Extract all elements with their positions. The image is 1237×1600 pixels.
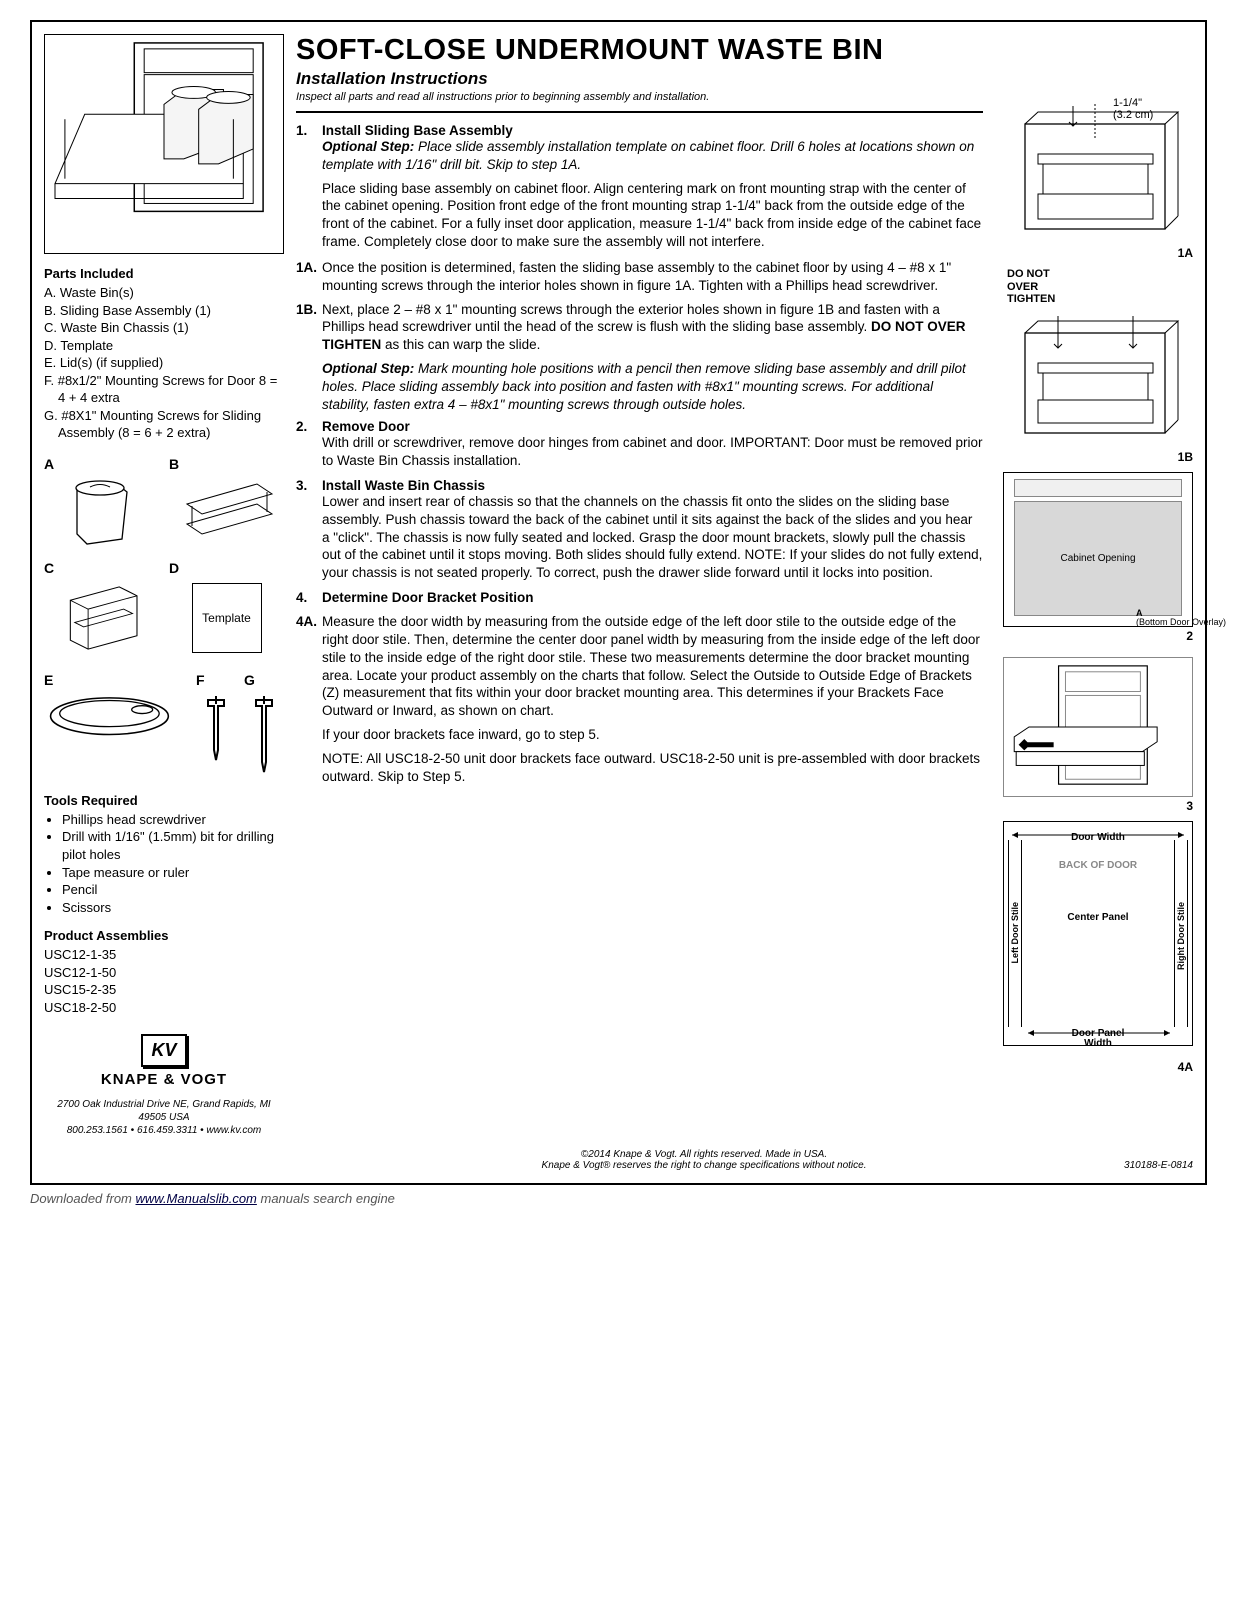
assemblies-header: Product Assemblies (44, 928, 284, 943)
template-box: Template (192, 583, 262, 653)
step-3: 3.Install Waste Bin Chassis Lower and in… (296, 478, 983, 582)
part-illus-g (244, 690, 284, 778)
part-illus-f (196, 690, 236, 770)
tools-list: Phillips head screwdriver Drill with 1/1… (44, 811, 284, 916)
figure-2-caption: 2 (1003, 629, 1193, 643)
figure-2: Cabinet Opening A (Bottom Door Overlay) (1003, 472, 1193, 627)
middle-column: SOFT-CLOSE UNDERMOUNT WASTE BIN Installa… (296, 34, 991, 1137)
address-block: 2700 Oak Industrial Drive NE, Grand Rapi… (44, 1098, 284, 1137)
subtitle: Installation Instructions (296, 69, 983, 89)
left-column: Parts Included A. Waste Bin(s) B. Slidin… (44, 34, 284, 1137)
step-4: 4.Determine Door Bracket Position (296, 590, 983, 605)
logo-name: KNAPE & VOGT (44, 1071, 284, 1088)
part-label-g: G (244, 672, 284, 688)
part-illus-d: Template (169, 578, 284, 658)
doc-code: 310188-E-0814 (1124, 1160, 1193, 1171)
part-label-f: F (196, 672, 236, 688)
step1-body: Place sliding base assembly on cabinet f… (322, 180, 983, 251)
part-label-b: B (169, 456, 284, 472)
step-4a: 4A. Measure the door width by measuring … (296, 613, 983, 720)
parts-included-header: Parts Included (44, 266, 284, 281)
logo-mark: KV (141, 1034, 186, 1067)
manualslib-link[interactable]: www.Manualslib.com (136, 1191, 257, 1206)
assemblies-list: USC12-1-35 USC12-1-50 USC15-2-35 USC18-2… (44, 946, 284, 1016)
part-label-e: E (44, 672, 188, 688)
part-illus-e (44, 690, 188, 742)
step4-note: NOTE: All USC18-2-50 unit door brackets … (322, 750, 983, 786)
right-column: 1-1/4" (3.2 cm) 1A DO NOT OVER TIGHTEN (1003, 34, 1193, 1137)
part-illus-a (44, 474, 159, 554)
svg-text:1-1/4": 1-1/4" (1113, 97, 1142, 109)
parts-row-efg: E F G (44, 672, 284, 783)
inspect-line: Inspect all parts and read all instructi… (296, 91, 983, 113)
step1-optional2: Mark mounting hole positions with a penc… (322, 361, 966, 412)
parts-list: A. Waste Bin(s) B. Sliding Base Assembly… (44, 284, 284, 442)
part-label-d: D (169, 560, 284, 576)
warning-text: DO NOT OVER TIGHTEN (1003, 268, 1193, 306)
step1-optional: Place slide assembly installation templa… (322, 139, 974, 172)
part-label-a: A (44, 456, 159, 472)
hero-illustration (44, 34, 284, 254)
svg-text:(3.2 cm): (3.2 cm) (1113, 109, 1153, 121)
parts-grid: A B C D (44, 456, 284, 658)
footer: ©2014 Knape & Vogt. All rights reserved.… (44, 1145, 1193, 1171)
tools-header: Tools Required (44, 793, 284, 808)
main-title: SOFT-CLOSE UNDERMOUNT WASTE BIN (296, 34, 983, 67)
logo-block: KV KNAPE & VOGT (44, 1034, 284, 1088)
step-2: 2.Remove Door With drill or screwdriver,… (296, 419, 983, 470)
step-1: 1.Install Sliding Base Assembly Optional… (296, 123, 983, 251)
figure-1b: 1B (1003, 308, 1193, 464)
step-1b: 1B. Next, place 2 – #8 x 1" mounting scr… (296, 301, 983, 354)
part-label-c: C (44, 560, 159, 576)
figure-4a: Door Width BACK OF DOOR Left Door Stile … (1003, 821, 1193, 1046)
step-1a: 1A. Once the position is determined, fas… (296, 259, 983, 295)
download-line: Downloaded from www.Manualslib.com manua… (30, 1191, 1207, 1206)
figure-3-caption: 3 (1003, 799, 1193, 813)
figure-3 (1003, 657, 1193, 797)
figure-4a-caption: 4A (1003, 1060, 1193, 1074)
page-frame: Parts Included A. Waste Bin(s) B. Slidin… (30, 20, 1207, 1185)
part-illus-b (169, 474, 284, 554)
part-illus-c (44, 578, 159, 658)
figure-1a: 1-1/4" (3.2 cm) 1A (1003, 94, 1193, 260)
step4-if: If your door brackets face inward, go to… (322, 726, 983, 744)
